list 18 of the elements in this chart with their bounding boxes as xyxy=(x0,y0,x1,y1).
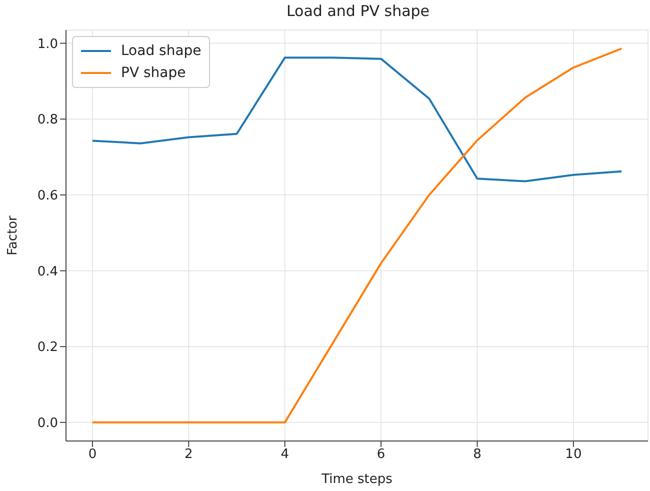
legend-label: Load shape xyxy=(121,43,202,59)
y-tick-label: 0.8 xyxy=(37,112,58,128)
x-tick-label: 8 xyxy=(473,447,482,462)
y-tick-label: 0.0 xyxy=(37,416,58,432)
y-tick-label: 0.2 xyxy=(37,340,58,356)
y-tick-label: 0.4 xyxy=(37,264,58,280)
legend-label: PV shape xyxy=(121,65,186,81)
x-tick-label: 6 xyxy=(376,447,386,462)
y-tick-label: 1.0 xyxy=(37,36,58,52)
y-axis-title: Factor xyxy=(6,214,21,256)
x-tick-label: 4 xyxy=(280,447,289,462)
x-tick-label: 2 xyxy=(184,447,193,462)
x-axis-title: Time steps xyxy=(320,472,393,487)
x-tick-label: 10 xyxy=(565,447,582,462)
chart-title: Load and PV shape xyxy=(285,2,431,20)
y-tick-label: 0.6 xyxy=(37,188,58,204)
line-series xyxy=(91,56,623,182)
x-tick-label: 0 xyxy=(88,447,97,462)
